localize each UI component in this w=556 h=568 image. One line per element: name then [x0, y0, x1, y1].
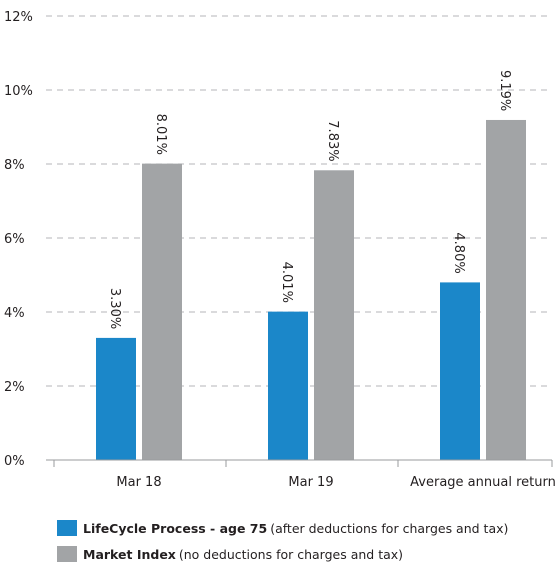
- x-category-label: Mar 18: [116, 475, 161, 490]
- legend-series-1-name: LifeCycle Process - age 75: [83, 520, 268, 536]
- bar-series-2-3: [486, 119, 526, 460]
- legend-swatch-series-2: [57, 546, 77, 562]
- bar-series-1-2: [268, 311, 308, 460]
- y-tick-label: 2%: [4, 380, 25, 395]
- y-tick-label: 12%: [4, 10, 33, 25]
- y-tick-label: 8%: [4, 158, 25, 173]
- data-labels: 3.30% 8.01% 4.01% 7.83% 4.80% 9.19%: [107, 70, 512, 329]
- data-label: 3.30%: [107, 288, 122, 329]
- bar-chart: 0% 2% 4% 6% 8% 10% 12% 3.30% 8.01% 4.01% 7.83% 4.8…: [4, 10, 556, 490]
- bar-series-1-1: [96, 337, 136, 460]
- legend-series-2-name: Market Index: [83, 546, 176, 562]
- y-tick-label: 0%: [4, 454, 25, 469]
- y-tick-label: 10%: [4, 84, 33, 99]
- bars: [96, 119, 526, 461]
- data-label: 9.19%: [497, 70, 512, 111]
- legend-series-1-note: (after deductions for charges and tax): [270, 520, 509, 536]
- y-tick-label: 6%: [4, 232, 25, 247]
- legend-item-series-2: Market Index (no deductions for charges …: [57, 546, 403, 562]
- bar-series-2-2: [314, 170, 354, 461]
- x-category-label: Average annual return: [410, 475, 556, 490]
- data-label: 4.80%: [451, 232, 466, 273]
- bar-series-1-3: [440, 282, 480, 460]
- data-label: 8.01%: [153, 114, 168, 155]
- x-axis: Mar 18 Mar 19 Average annual return: [46, 459, 556, 490]
- legend-swatch-series-1: [57, 520, 77, 536]
- data-label: 4.01%: [279, 262, 294, 303]
- bar-series-2-1: [142, 163, 182, 460]
- y-tick-label: 4%: [4, 306, 25, 321]
- y-axis-ticks: 0% 2% 4% 6% 8% 10% 12%: [4, 10, 33, 469]
- x-category-label: Mar 19: [288, 475, 333, 490]
- legend-series-2-note: (no deductions for charges and tax): [178, 546, 404, 562]
- legend-item-series-1: LifeCycle Process - age 75 (after deduct…: [57, 520, 508, 536]
- data-label: 7.83%: [325, 120, 340, 161]
